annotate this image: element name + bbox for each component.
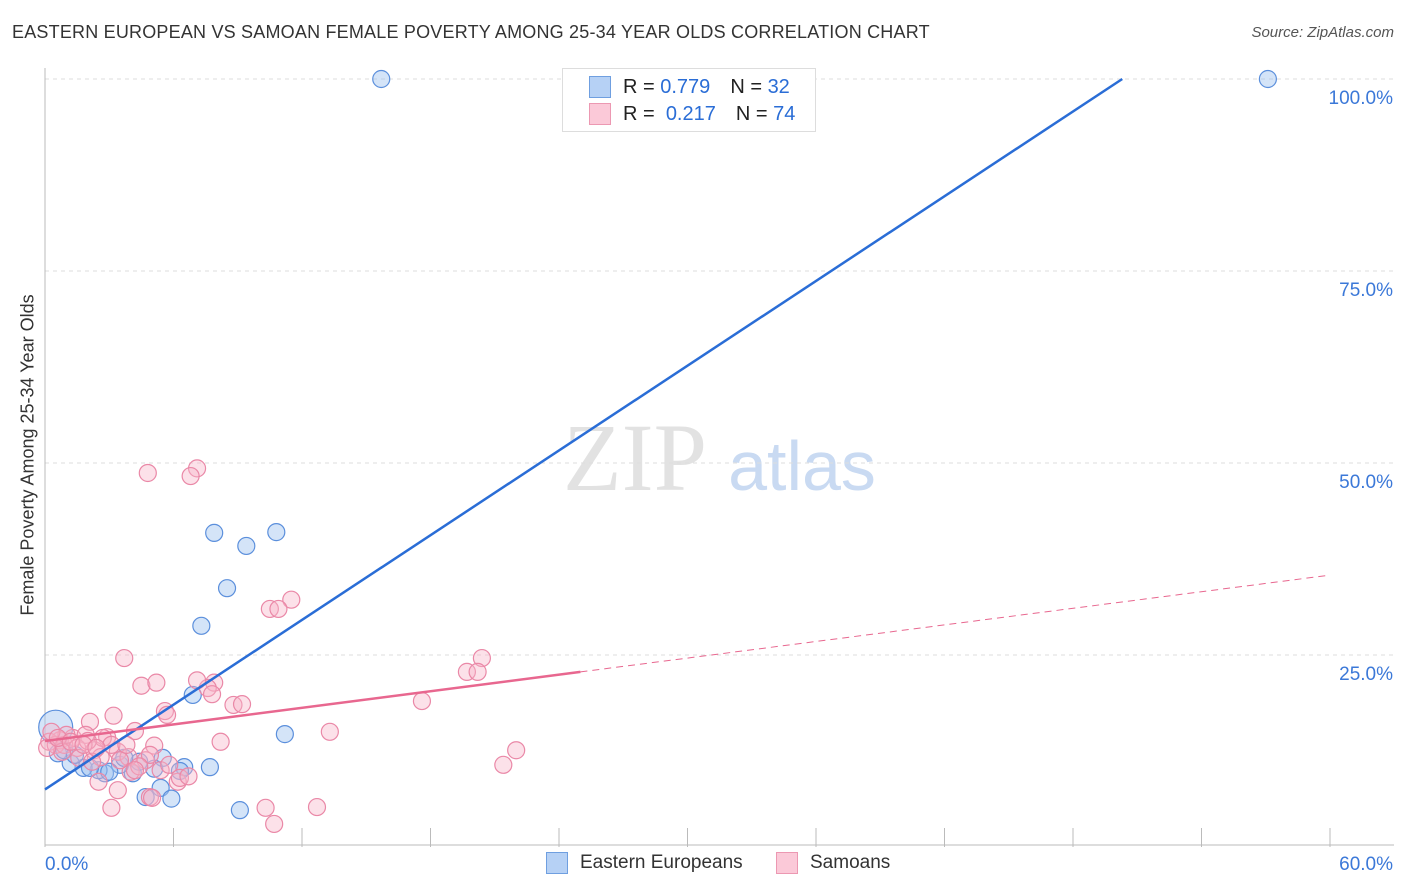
eastern-european-point [200, 758, 220, 777]
samoan-point [102, 798, 121, 817]
eastern-european-point [1258, 69, 1277, 89]
samoan-point [202, 685, 222, 704]
samoan-point [145, 736, 164, 755]
samoan-point [138, 463, 157, 483]
blue-swatch [546, 852, 568, 874]
samoan-point [89, 772, 108, 791]
eastern-european-point [267, 523, 286, 542]
samoan-point [108, 781, 127, 800]
samoan-point [147, 673, 166, 692]
blue-swatch [589, 76, 611, 98]
legend-item-eastern-europeans: Eastern Europeans [546, 852, 743, 874]
legend-item-samoans: Samoans [776, 852, 890, 874]
samoan-point [125, 761, 145, 780]
eastern-european-point [136, 787, 155, 807]
r-label: R = [623, 102, 655, 125]
correlation-legend: R = 0.779 N = 32 R = 0.217 N = 74 [562, 68, 816, 132]
samoan-point [472, 648, 491, 668]
eastern-european-point [230, 801, 249, 820]
eastern-european-point [170, 761, 190, 781]
samoan-trendline [44, 670, 581, 743]
r-label: R = [623, 75, 655, 98]
samoan-point [232, 695, 252, 714]
samoan-trendline-extension [580, 574, 1331, 673]
watermark-atlas: atlas [728, 427, 876, 505]
samoan-point [142, 788, 162, 807]
samoan-point [87, 738, 106, 758]
eastern-european-point [217, 579, 237, 598]
samoan-point [132, 676, 151, 695]
watermark-zip: ZIP [563, 404, 707, 511]
samoan-point [151, 761, 170, 780]
samoan-point [160, 755, 179, 774]
samoan-point [320, 722, 339, 741]
y-tick-label: 50.0% [1339, 472, 1393, 493]
samoan-point [468, 662, 487, 681]
eastern-european-point [237, 536, 256, 556]
n-label: N = [730, 75, 762, 98]
y-tick-label: 75.0% [1339, 280, 1393, 301]
eastern-european-point [192, 616, 211, 635]
eastern-european-point [205, 523, 224, 542]
samoan-point [412, 691, 432, 711]
samoan-point [140, 745, 160, 764]
samoan-point [104, 706, 123, 725]
samoan-point [179, 767, 198, 786]
y-tick-label: 25.0% [1339, 664, 1393, 685]
pink-swatch [776, 852, 798, 874]
legend-label: Eastern Europeans [580, 852, 743, 873]
samoan-point [181, 466, 200, 486]
samoan-point [507, 741, 526, 760]
samoan-point [256, 798, 275, 817]
legend-row-samoan: R = 0.217 N = 74 [589, 101, 795, 127]
samoan-point [110, 751, 130, 770]
eastern-european-point [275, 725, 294, 744]
r-value: 0.217 [665, 102, 716, 125]
samoan-point [211, 732, 230, 751]
x-tick-label: 60.0% [1339, 854, 1393, 875]
eastern-european-trendline [44, 77, 1123, 791]
samoan-point [269, 599, 288, 619]
legend-label: Samoans [810, 852, 891, 873]
samoan-point [307, 797, 327, 817]
eastern-european-point [372, 69, 391, 89]
samoan-point [115, 648, 134, 668]
eastern-european-point [183, 685, 202, 705]
samoan-point [282, 590, 301, 609]
samoan-point [457, 662, 477, 681]
r-value: 0.779 [660, 75, 711, 98]
samoan-point [494, 755, 513, 774]
n-label: N = [735, 102, 768, 125]
chart-title: EASTERN EUROPEAN VS SAMOAN FEMALE POVERT… [12, 22, 930, 42]
eastern-european-point [162, 789, 181, 808]
pink-swatch [589, 103, 611, 125]
x-tick-label: 0.0% [45, 854, 88, 875]
source-label: Source: ZipAtlas.com [1251, 24, 1394, 41]
n-value: 74 [773, 102, 796, 125]
samoan-point [265, 814, 284, 834]
samoan-point [83, 752, 102, 771]
n-value: 32 [767, 75, 790, 98]
y-tick-label: 100.0% [1329, 88, 1394, 109]
legend-row-eastern-european: R = 0.779 N = 32 [589, 74, 790, 100]
